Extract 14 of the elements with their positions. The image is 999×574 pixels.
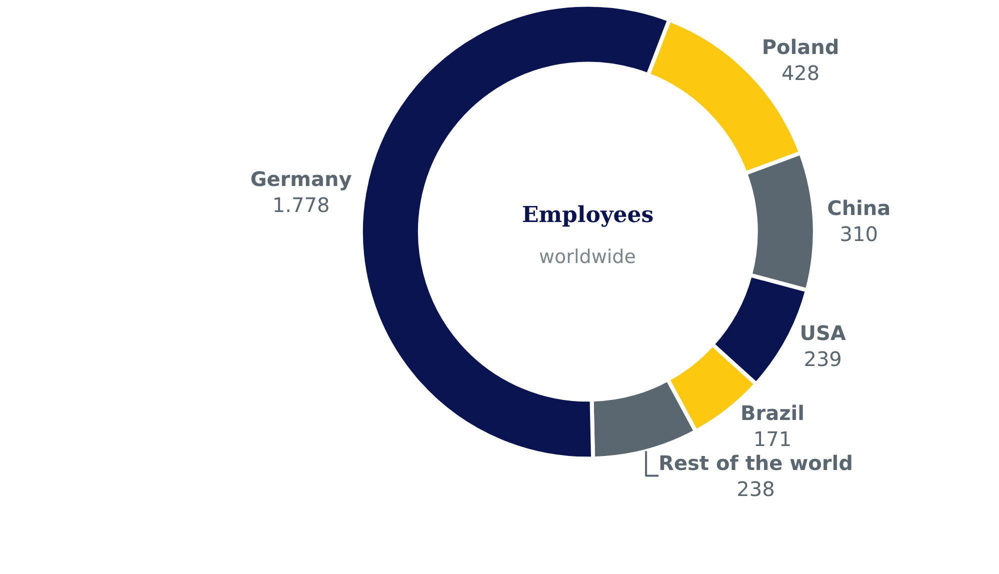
slice-label: Poland	[762, 34, 840, 59]
text: worldwide	[539, 246, 636, 268]
slice-label: Rest of the world	[658, 450, 853, 475]
slice-label: USA	[800, 320, 846, 345]
data-label: 1.778	[272, 193, 330, 218]
data-label: 171	[753, 426, 792, 451]
slice-label: Brazil	[740, 400, 804, 425]
text: Employees	[522, 202, 654, 228]
data-label: 428	[781, 60, 820, 85]
slice-label: China	[827, 196, 891, 220]
data-label: 310	[840, 222, 878, 246]
data-label: 239	[804, 346, 842, 371]
data-label: 238	[736, 476, 775, 501]
slice-label: Germany	[250, 167, 352, 192]
